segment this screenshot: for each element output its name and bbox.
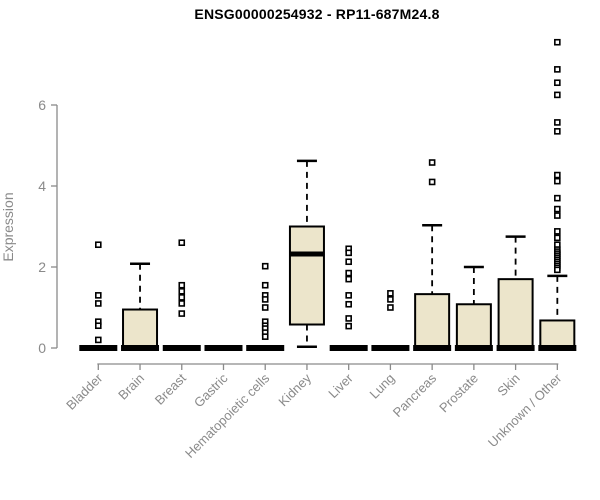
box-skin [497,278,534,349]
y-tick-label: 6 [38,97,46,113]
box-pancreas [414,293,451,350]
outlier-liver [345,249,352,257]
outlier-breast [178,294,186,301]
outlier-breast [178,287,186,295]
x-tick-label-bladder: Bladder [63,370,106,413]
outlier-bladder [95,336,102,344]
box-brain [122,308,159,349]
outlier-unknown-other [554,79,561,87]
outlier-unknown-other [554,38,561,46]
x-tick-label-prostate: Prostate [436,371,481,416]
outlier-bladder [95,241,102,249]
outlier-liver [345,300,352,308]
outlier-liver [345,269,352,277]
outlier-hematopoietic-cells [261,333,269,340]
box-prostate [455,303,492,350]
x-tick-label-skin: Skin [494,371,522,399]
x-tick-label-gastric: Gastric [191,370,231,410]
chart-title: ENSG00000254932 - RP11-687M24.8 [194,6,440,22]
median-liver [329,345,368,351]
median-gastric [204,345,243,351]
y-tick-label: 2 [38,259,46,275]
outlier-unknown-other [554,228,561,235]
outlier-unknown-other [554,266,561,274]
outlier-liver [345,258,352,266]
outlier-liver [345,315,352,322]
outlier-pancreas [428,178,436,186]
outlier-hematopoietic-cells [261,304,269,311]
outlier-unknown-other [554,128,561,135]
outlier-hematopoietic-cells [261,296,269,303]
box-kidney [288,225,325,326]
median-bladder [79,345,118,351]
x-tick-label-liver: Liver [325,370,356,401]
x-tick-label-pancreas: Pancreas [390,370,440,420]
x-tick-label-brain: Brain [115,371,147,403]
median-unknown-other [538,345,577,351]
outlier-hematopoietic-cells [261,262,269,270]
outlier-bladder [95,322,102,330]
median-brain [121,345,160,351]
outlier-liver [345,275,352,283]
box-unknown-other [539,319,576,349]
outlier-lung [387,304,394,311]
outlier-liver [345,322,352,330]
outlier-unknown-other [554,119,561,126]
outlier-unknown-other [554,66,561,73]
median-lung [371,345,410,351]
x-tick-label-breast: Breast [152,370,189,407]
outlier-breast [178,310,186,317]
outlier-liver [345,292,352,299]
median-breast [162,345,201,351]
outlier-breast [178,239,186,246]
median-hematopoietic-cells [246,345,285,351]
outlier-unknown-other [554,234,561,242]
median-skin [496,345,535,351]
x-tick-label-lung: Lung [366,371,397,402]
median-prostate [454,345,493,351]
x-tick-label-unknown-other: Unknown / Other [485,370,565,450]
y-tick-label: 0 [38,340,46,356]
x-tick-label-kidney: Kidney [275,370,314,409]
y-tick-label: 4 [38,178,46,194]
outlier-unknown-other [554,177,561,185]
outlier-unknown-other [554,171,561,179]
outlier-bladder [95,300,102,307]
outlier-lung [387,290,394,297]
outlier-hematopoietic-cells [261,281,269,289]
outlier-lung [387,296,394,303]
outlier-breast [178,300,186,307]
outlier-unknown-other [554,91,561,99]
outlier-unknown-other [554,205,561,213]
outlier-pancreas [428,159,436,166]
outlier-unknown-other [554,212,561,219]
outlier-bladder [95,292,102,299]
outlier-breast [178,281,186,289]
outlier-unknown-other [554,194,561,202]
median-pancreas [413,345,452,351]
